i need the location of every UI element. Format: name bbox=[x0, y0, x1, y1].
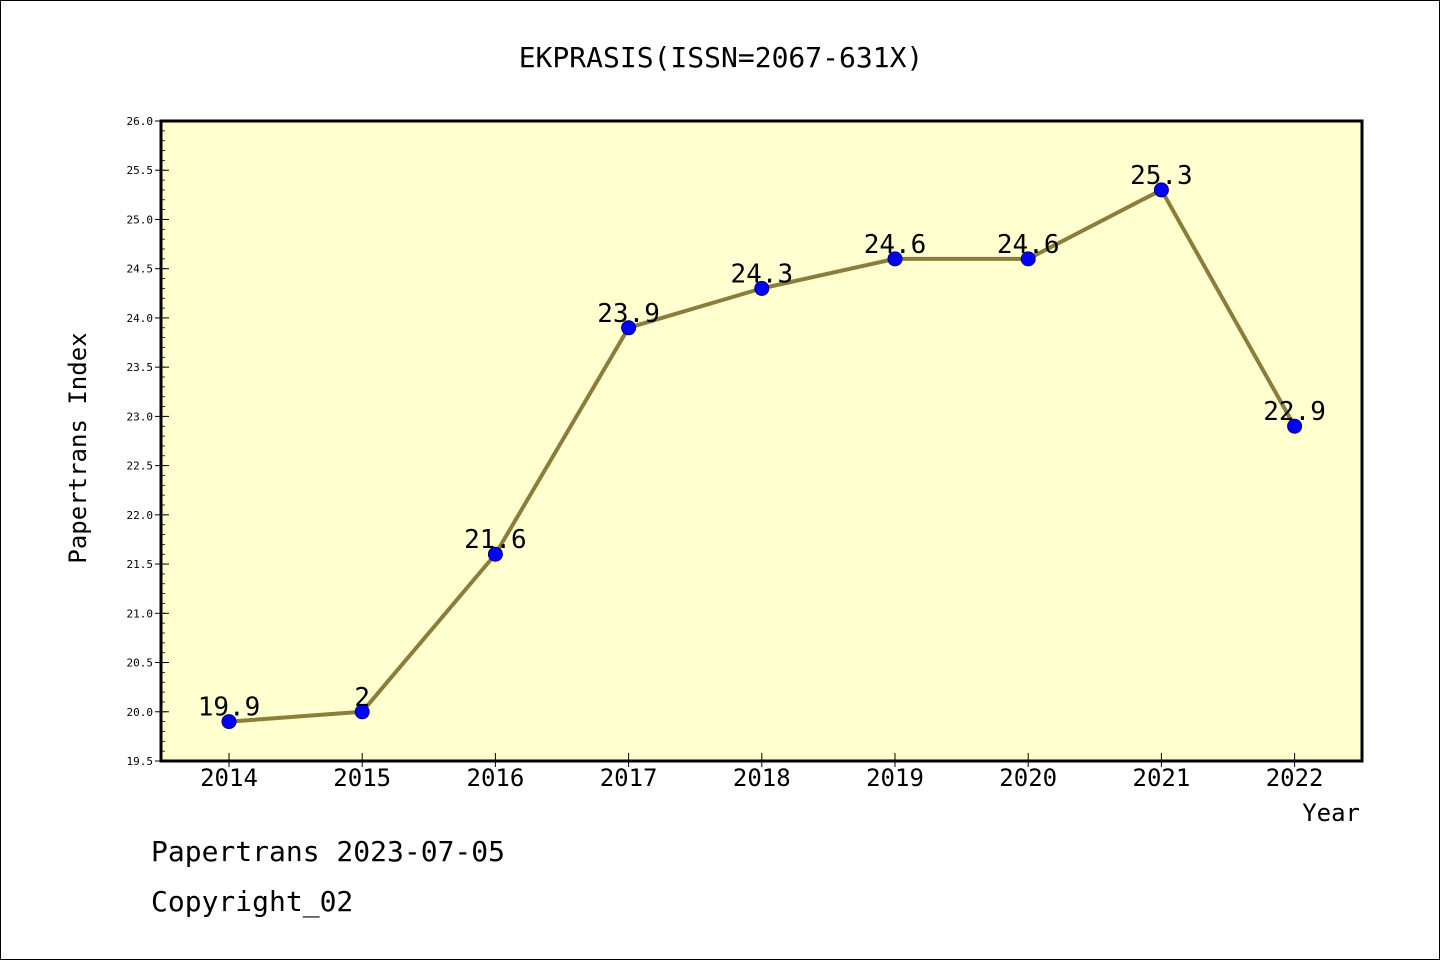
y-tick-label: 21.0 bbox=[127, 607, 154, 620]
data-point bbox=[1020, 251, 1036, 267]
x-tick-label: 2021 bbox=[1133, 764, 1191, 792]
x-tick-label: 2016 bbox=[467, 764, 525, 792]
data-label: 24.6 bbox=[997, 230, 1060, 260]
y-axis-label: Papertrans Index bbox=[64, 332, 92, 563]
data-point bbox=[354, 704, 370, 720]
data-point bbox=[221, 714, 237, 730]
data-point bbox=[887, 251, 903, 267]
y-tick-label: 24.5 bbox=[127, 263, 154, 276]
data-label: 24.3 bbox=[730, 259, 793, 289]
y-tick-label: 24.0 bbox=[127, 312, 154, 325]
y-tick-label: 23.0 bbox=[127, 410, 154, 423]
data-labels: 19.9 2 21.6 23.9 24.3 24.6 24.6 25.3 22.9 bbox=[198, 161, 1326, 723]
data-label: 24.6 bbox=[864, 230, 927, 260]
chart-title: EKPRASIS(ISSN=2067-631X) bbox=[519, 41, 924, 74]
data-label: 19.9 bbox=[198, 693, 261, 723]
data-point bbox=[621, 320, 637, 336]
data-label: 22.9 bbox=[1263, 397, 1326, 427]
y-tick-label: 22.0 bbox=[127, 509, 154, 522]
x-tick-label: 2020 bbox=[999, 764, 1057, 792]
y-tick-label: 26.0 bbox=[127, 115, 154, 128]
footer-copyright-text: Copyright_02 bbox=[151, 885, 354, 918]
y-tick-label: 23.5 bbox=[127, 361, 154, 374]
plot-area bbox=[161, 121, 1362, 761]
data-label: 25.3 bbox=[1130, 161, 1193, 191]
y-tick-label: 21.5 bbox=[127, 558, 154, 571]
series-markers bbox=[221, 182, 1303, 730]
y-axis-ticks: 19.5 20.0 20.5 21.0 21.5 22.0 22.5 23.0 23.5 24.0… bbox=[127, 115, 169, 768]
x-axis-label: Year bbox=[1302, 799, 1360, 827]
y-tick-label: 22.5 bbox=[127, 460, 154, 473]
footer-date-text: Papertrans 2023-07-05 bbox=[151, 835, 506, 868]
data-point bbox=[487, 546, 503, 562]
data-label: 2 bbox=[354, 683, 370, 713]
x-tick-label: 2014 bbox=[200, 764, 258, 792]
data-label: 21.6 bbox=[464, 525, 527, 555]
x-axis-ticks: 2014 2015 2016 2017 2018 2019 2020 2021 2022 bbox=[200, 753, 1323, 792]
x-tick-label: 2018 bbox=[733, 764, 791, 792]
plot-border bbox=[159, 119, 1364, 763]
data-label: 23.9 bbox=[597, 299, 660, 329]
x-tick-label: 2019 bbox=[866, 764, 924, 792]
data-point bbox=[754, 280, 770, 296]
x-tick-label: 2015 bbox=[333, 764, 391, 792]
x-tick-label: 2017 bbox=[600, 764, 658, 792]
x-tick-label: 2022 bbox=[1266, 764, 1324, 792]
data-point bbox=[1287, 418, 1303, 434]
y-tick-label: 25.5 bbox=[127, 164, 154, 177]
data-point bbox=[1153, 182, 1169, 198]
y-tick-label: 19.5 bbox=[127, 755, 154, 768]
y-tick-label: 20.5 bbox=[127, 657, 154, 670]
y-tick-label: 25.0 bbox=[127, 213, 154, 226]
y-tick-label: 20.0 bbox=[127, 706, 154, 719]
